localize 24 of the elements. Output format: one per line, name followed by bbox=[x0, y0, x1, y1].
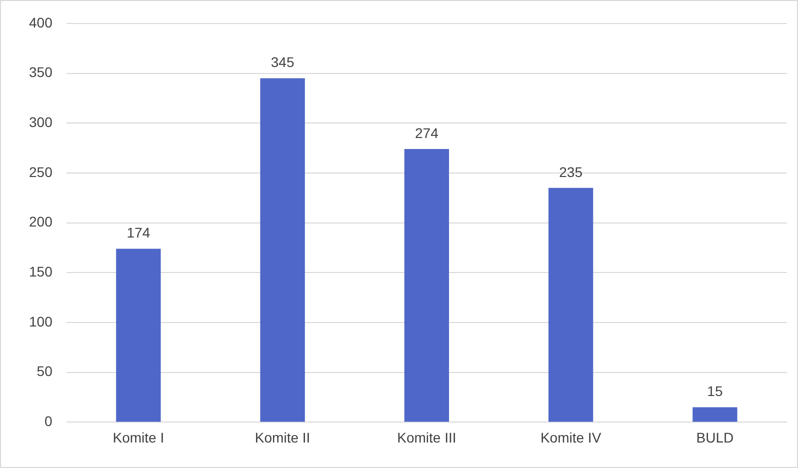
y-tick-label: 150 bbox=[29, 264, 53, 280]
data-label: 235 bbox=[559, 164, 583, 180]
bar bbox=[260, 78, 305, 422]
y-tick-label: 0 bbox=[44, 413, 53, 430]
x-tick-label: Komite IV bbox=[540, 429, 602, 446]
x-tick-label: Komite III bbox=[397, 429, 456, 446]
bar bbox=[548, 188, 594, 422]
x-tick-label: Komite II bbox=[254, 429, 310, 446]
y-tick-label: 250 bbox=[29, 164, 53, 180]
data-label: 174 bbox=[126, 224, 150, 241]
y-tick-label: 400 bbox=[29, 14, 53, 30]
data-label: 274 bbox=[415, 124, 439, 141]
y-tick-label: 50 bbox=[36, 363, 53, 380]
bar bbox=[116, 248, 161, 422]
y-tick-label: 350 bbox=[29, 64, 53, 80]
data-label: 15 bbox=[707, 383, 723, 400]
y-tick-label: 100 bbox=[29, 313, 53, 330]
y-tick-label: 200 bbox=[29, 214, 53, 230]
x-tick-label: Komite I bbox=[112, 429, 164, 446]
bar bbox=[404, 149, 450, 422]
bar bbox=[692, 407, 738, 422]
y-tick-label: 300 bbox=[29, 114, 53, 130]
data-label: 345 bbox=[270, 54, 294, 70]
x-tick-label: BULD bbox=[696, 429, 734, 446]
